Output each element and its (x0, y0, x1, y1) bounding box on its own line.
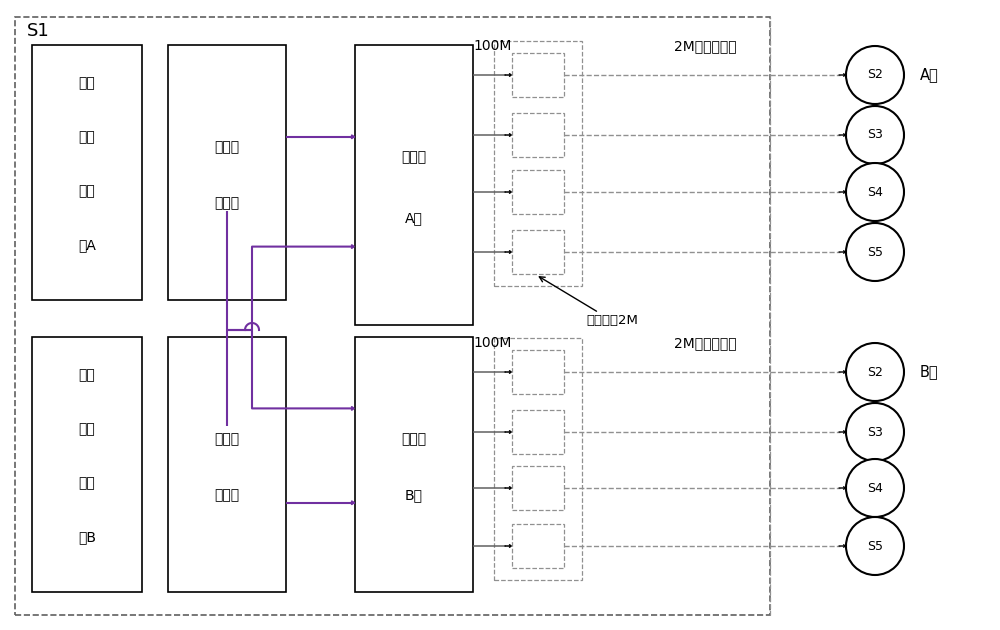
Circle shape (846, 163, 904, 221)
Text: A网: A网 (405, 212, 423, 226)
Bar (168, 337, 286, 592)
Circle shape (846, 46, 904, 104)
Bar (494, 41, 582, 286)
Bar (512, 53, 564, 97)
Text: 备A: 备A (78, 238, 96, 252)
Text: S5: S5 (867, 246, 883, 258)
Text: 制保: 制保 (79, 130, 95, 144)
Bar (32, 337, 142, 592)
Text: 制保: 制保 (79, 422, 95, 436)
Bar (32, 45, 142, 300)
Circle shape (846, 403, 904, 461)
Text: B网: B网 (920, 365, 939, 379)
Text: 极控: 极控 (79, 368, 95, 382)
Circle shape (846, 106, 904, 164)
Text: 2M（主通道）: 2M（主通道） (674, 39, 736, 53)
Text: S3: S3 (867, 129, 883, 142)
Text: S5: S5 (867, 539, 883, 553)
Text: S2: S2 (867, 69, 883, 81)
Text: 光纤通: 光纤通 (214, 140, 240, 154)
Text: S2: S2 (867, 365, 883, 379)
Text: 2M（备通道）: 2M（备通道） (674, 336, 736, 350)
Bar (512, 350, 564, 394)
Text: 讯板卡: 讯板卡 (214, 488, 240, 502)
Text: B网: B网 (405, 488, 423, 502)
Circle shape (846, 343, 904, 401)
Text: S4: S4 (867, 185, 883, 198)
Bar (494, 338, 582, 580)
Bar (355, 337, 473, 592)
Text: 极控: 极控 (79, 76, 95, 90)
Text: 护设: 护设 (79, 476, 95, 490)
Text: 光纤通: 光纤通 (214, 432, 240, 446)
Text: S4: S4 (867, 481, 883, 495)
Circle shape (846, 459, 904, 517)
Bar (512, 230, 564, 274)
Bar (512, 113, 564, 157)
Text: 交换机: 交换机 (401, 150, 427, 164)
Text: 100M: 100M (473, 336, 512, 350)
Bar (512, 524, 564, 568)
Bar (512, 410, 564, 454)
Text: A网: A网 (920, 67, 939, 83)
Text: S3: S3 (867, 425, 883, 438)
Bar (15, 17, 770, 615)
Bar (512, 466, 564, 510)
Text: 讯板卡: 讯板卡 (214, 196, 240, 210)
Text: 备B: 备B (78, 530, 96, 544)
Text: 以太网转2M: 以太网转2M (539, 277, 638, 327)
Bar (355, 45, 473, 325)
Bar (168, 45, 286, 300)
Bar (512, 170, 564, 214)
Circle shape (846, 223, 904, 281)
Text: 100M: 100M (473, 39, 512, 53)
Text: S1: S1 (27, 22, 50, 40)
Circle shape (846, 517, 904, 575)
Text: 交换机: 交换机 (401, 432, 427, 446)
Text: 护设: 护设 (79, 184, 95, 198)
